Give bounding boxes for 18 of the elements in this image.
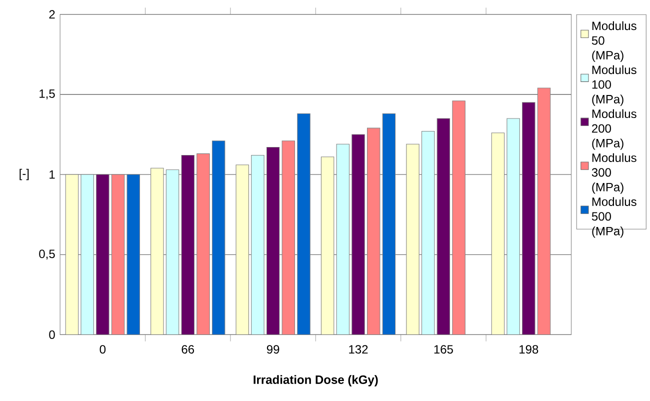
y-tick-label: 1,5 <box>40 89 55 100</box>
y-tick-label: 1 <box>50 170 55 178</box>
x-tick-label: 132 <box>349 344 368 354</box>
x-tick-label: 99 <box>266 344 280 354</box>
y-tick-label: 2 <box>49 10 55 18</box>
y-tick-label: 0,5 <box>39 249 55 260</box>
x-tick-label: 165 <box>434 344 453 354</box>
x-tick-label: 66 <box>182 344 194 354</box>
legend-label: Modulus 300 (MPa) <box>592 152 636 194</box>
legend-label: Modulus 200 (MPa) <box>592 109 636 150</box>
legend-label: Modulus 500 (MPa) <box>592 196 636 238</box>
x-axis-title: Irradiation Dose (kGy) <box>254 374 378 386</box>
legend-label: Modulus 50 (MPa) <box>592 21 636 62</box>
x-tick-label: 198 <box>520 344 538 354</box>
y-axis-title: [-] <box>20 168 29 180</box>
y-tick-label: 0 <box>49 330 55 339</box>
legend-label: Modulus 100 (MPa) <box>592 65 636 106</box>
x-tick-label: 0 <box>100 344 106 354</box>
